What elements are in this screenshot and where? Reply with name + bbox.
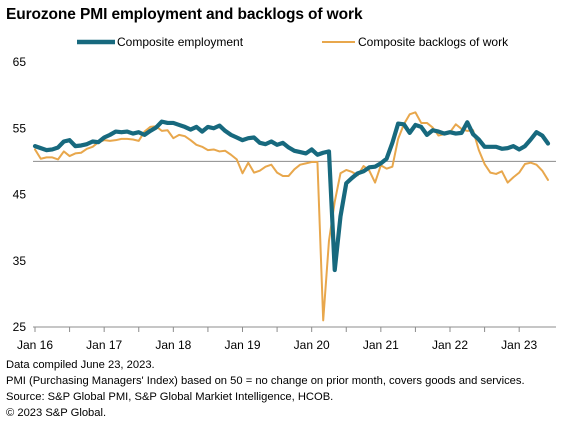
x-tick-label: Jan 17 (86, 338, 122, 352)
legend-label-composite-employment: Composite employment (117, 35, 244, 49)
x-tick-label: Jan 19 (224, 338, 260, 352)
footer-copyright: © 2023 S&P Global. (6, 407, 107, 419)
y-axis: 25 35 45 55 65 (13, 55, 27, 334)
x-tick-label: Jan 21 (363, 338, 399, 352)
series-layer (32, 111, 551, 322)
x-tick-label: Jan 18 (155, 338, 191, 352)
x-tick-label: Jan 22 (432, 338, 468, 352)
y-tick-label: 25 (13, 320, 27, 334)
series-line-composite-backlogs (34, 111, 549, 322)
x-tick-label: Jan 20 (294, 338, 330, 352)
series-line-composite-employment (32, 119, 551, 273)
footer-date-note: Data compiled June 23, 2023. (6, 359, 155, 371)
footer-source-note: Source: S&P Global PMI, S&P Global Marki… (6, 391, 334, 403)
y-tick-label: 65 (13, 55, 27, 69)
footer-pmi-note: PMI (Purchasing Managers' Index) based o… (6, 375, 525, 387)
legend-label-composite-backlogs: Composite backlogs of work (358, 35, 509, 49)
x-tick-label: Jan 23 (501, 338, 537, 352)
x-axis: Jan 16 Jan 17 Jan 18 Jan 19 Jan 20 Jan 21 Jan … (17, 327, 538, 352)
x-tick-label: Jan 16 (17, 338, 53, 352)
chart-title: Eurozone PMI employment and backlogs of … (6, 6, 363, 23)
y-tick-label: 45 (13, 188, 27, 202)
y-tick-label: 55 (13, 121, 27, 135)
chart-footer: Data compiled June 23, 2023. PMI (Purcha… (6, 357, 525, 421)
legend: Composite employment Composite backlogs … (77, 35, 509, 49)
y-tick-label: 35 (13, 254, 27, 268)
